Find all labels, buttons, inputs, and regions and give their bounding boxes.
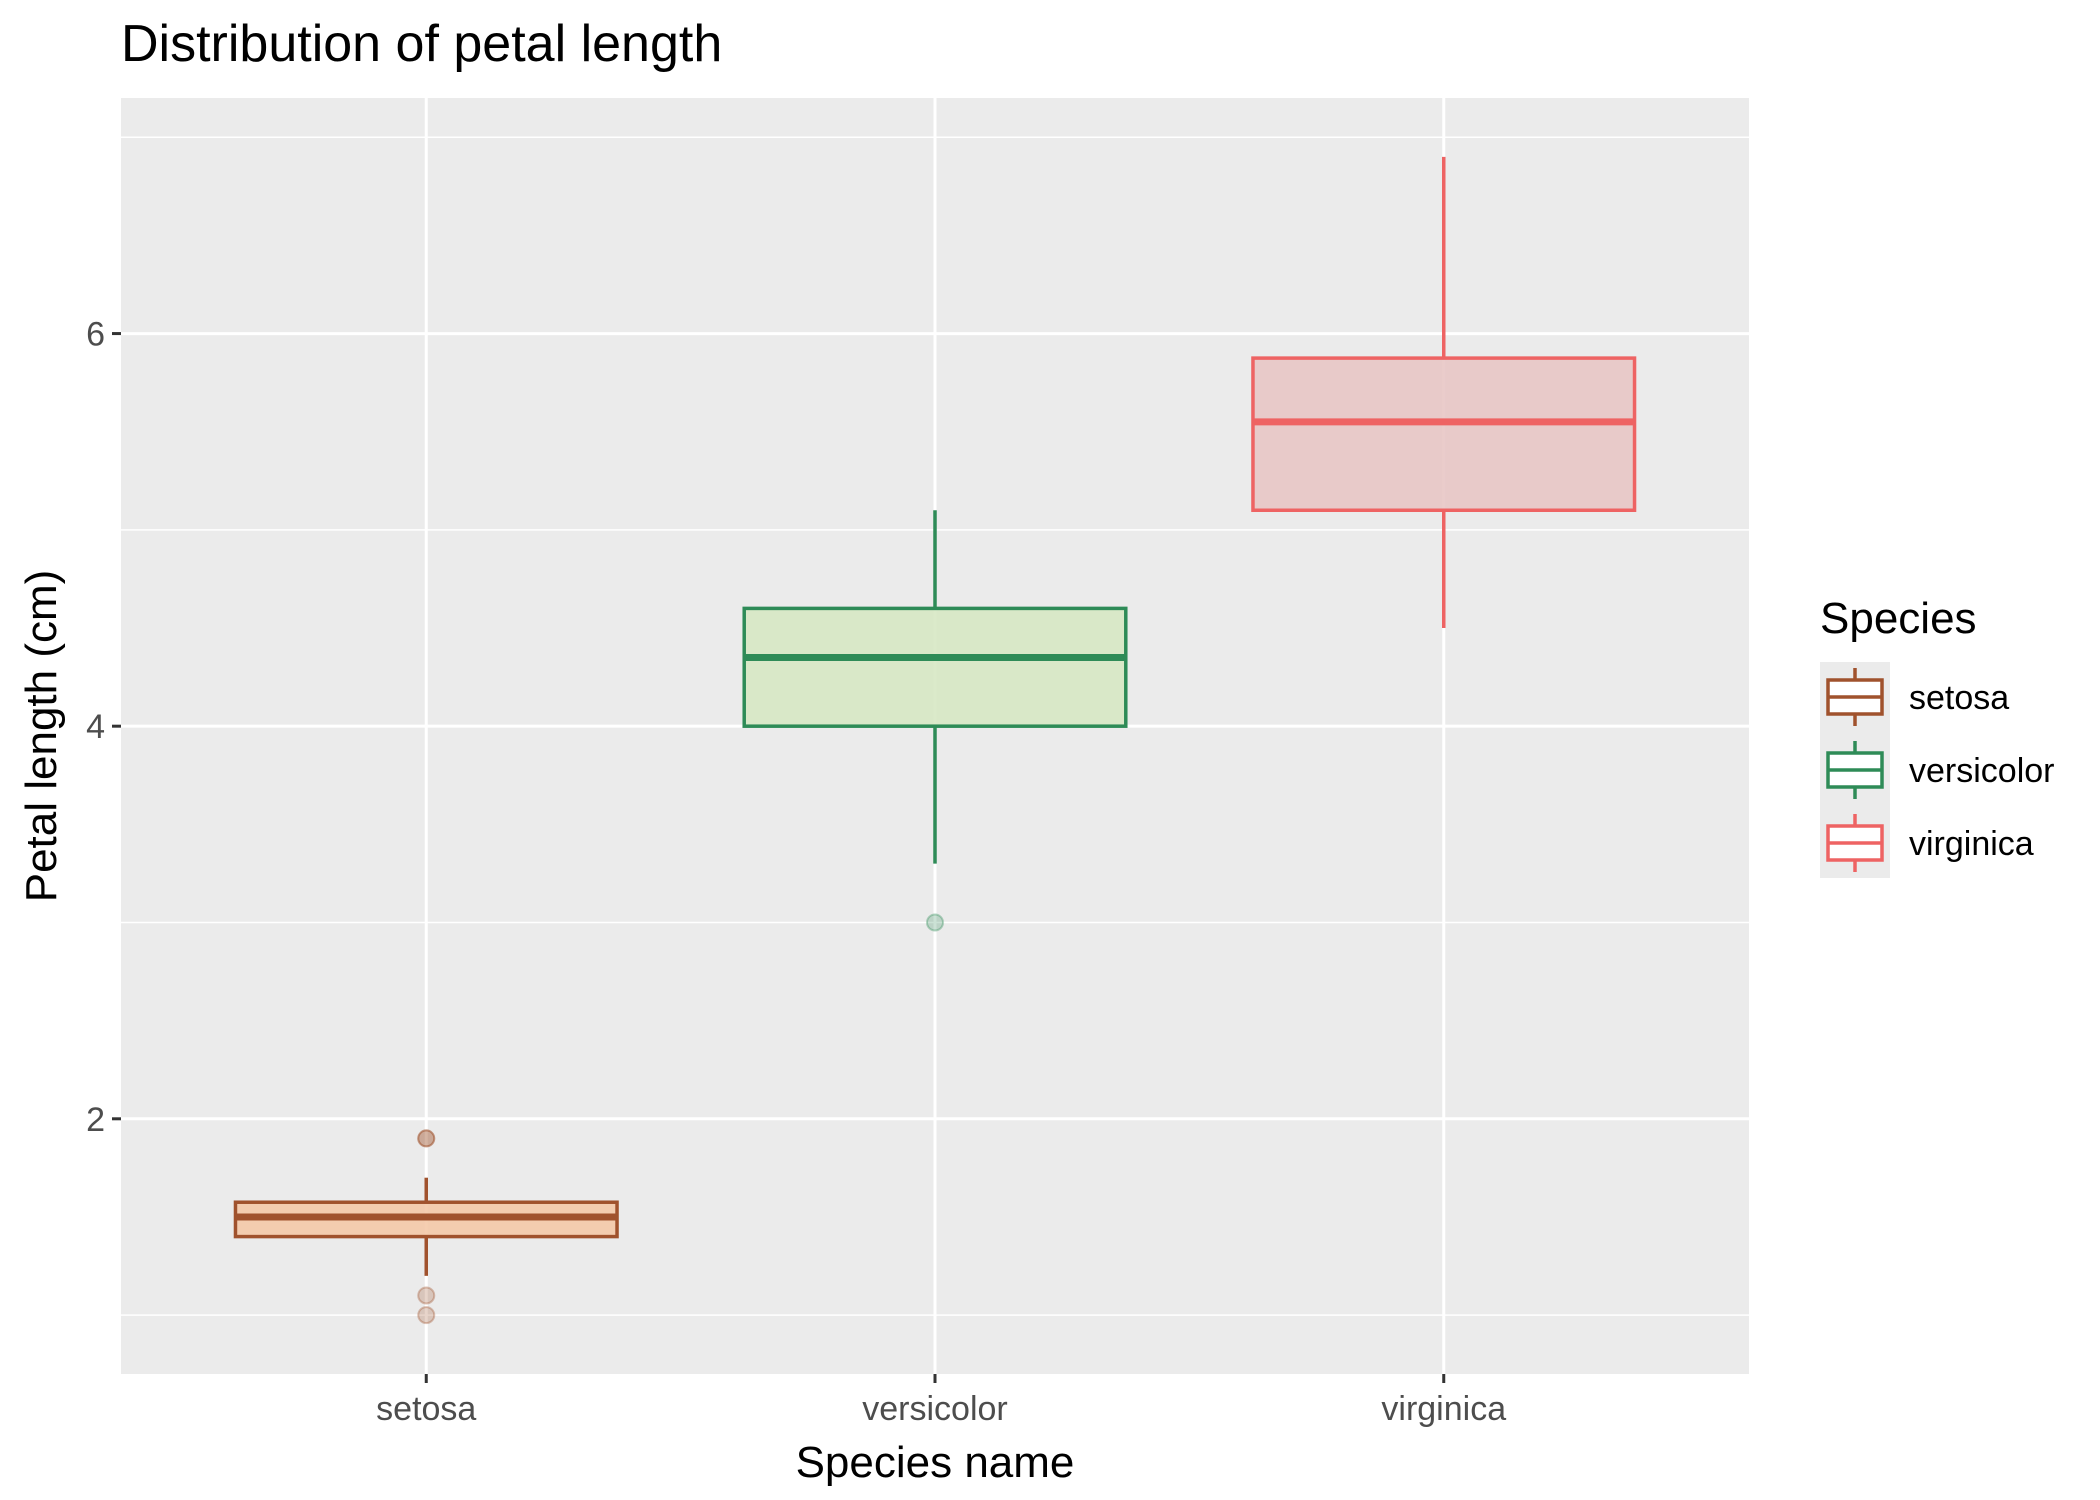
box-iqr (742, 606, 1128, 728)
box-setosa (233, 1129, 619, 1325)
legend-title: Species (1820, 594, 1977, 643)
outlier-point (417, 1286, 436, 1305)
box-virginica (1251, 156, 1637, 629)
x-tick-label: virginica (1381, 1390, 1506, 1428)
outlier-point (417, 1129, 436, 1148)
outlier-point (417, 1306, 436, 1325)
legend-item-virginica: virginica (1826, 814, 2034, 872)
y-tick-label: 4 (86, 708, 105, 746)
y-axis: 2 4 6 (86, 316, 121, 1139)
box-iqr (1251, 356, 1637, 512)
outlier-point (417, 1129, 436, 1148)
legend-label: versicolor (1909, 752, 2054, 790)
x-tick-label: versicolor (862, 1390, 1007, 1428)
x-axis: setosa versicolor virginica (376, 1374, 1506, 1428)
y-axis-title: Petal length (cm) (17, 570, 66, 903)
legend-item-setosa: setosa (1826, 668, 2009, 726)
y-tick-label: 6 (86, 316, 105, 354)
box-versicolor (742, 510, 1128, 932)
legend-label: setosa (1909, 679, 2009, 717)
x-tick-label: setosa (376, 1390, 476, 1428)
chart-title: Distribution of petal length (121, 15, 722, 73)
legend-label: virginica (1909, 825, 2034, 863)
boxes (233, 156, 1637, 1325)
legend-item-versicolor: versicolor (1826, 741, 2054, 799)
x-axis-title: Species name (796, 1438, 1075, 1487)
legend: Species setosa versicolor virginica (1820, 594, 2054, 878)
outlier-point (926, 913, 944, 932)
y-tick-label: 2 (86, 1101, 105, 1139)
